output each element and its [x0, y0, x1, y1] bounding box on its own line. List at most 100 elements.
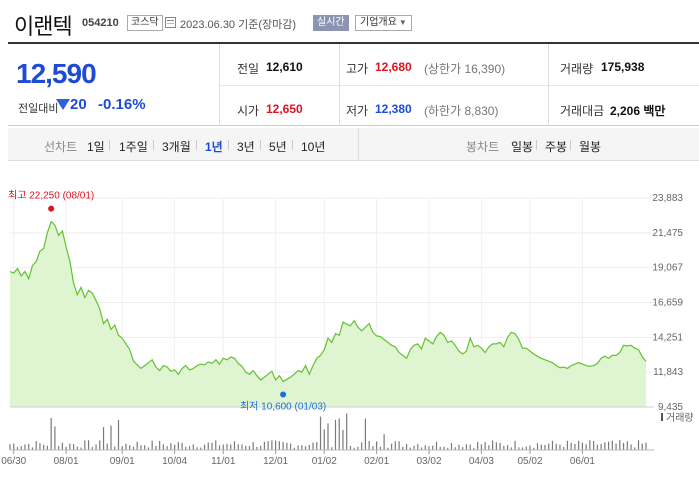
- volume-bar: [581, 442, 583, 450]
- period-1year[interactable]: 1년: [205, 140, 223, 154]
- change-value: 20: [70, 96, 87, 113]
- separator: [260, 140, 261, 150]
- volume-bar: [312, 442, 314, 450]
- y-tick-label: 11,843: [653, 367, 683, 378]
- volume-bar: [402, 446, 404, 450]
- volume-bar: [327, 423, 329, 450]
- volume-bar: [626, 441, 628, 450]
- volume-bar: [43, 444, 45, 450]
- period-3month[interactable]: 3개월: [162, 140, 191, 154]
- volume-bar: [353, 447, 355, 450]
- calendar-icon: [165, 17, 176, 28]
- volume-bar: [132, 446, 135, 450]
- volume-bar: [188, 446, 191, 450]
- period-3year[interactable]: 3년: [237, 140, 255, 154]
- y-tick-label: 23,883: [652, 193, 683, 204]
- volume-bar: [69, 443, 71, 450]
- volume-bar: [144, 445, 146, 450]
- volume-bar: [185, 446, 187, 450]
- volume-bar: [293, 447, 295, 450]
- volume-bar: [166, 446, 168, 450]
- volume-bar: [607, 441, 610, 450]
- volume-bar: [211, 442, 213, 450]
- volume-bar: [117, 420, 120, 450]
- volume-bar: [589, 440, 591, 450]
- low-value: 12,380: [375, 102, 412, 116]
- volume-bar: [488, 445, 490, 450]
- candle-weekly[interactable]: 주봉: [545, 140, 568, 154]
- price-line: [9, 220, 647, 383]
- y-tick-label: 9,435: [658, 402, 683, 413]
- separator: [153, 140, 154, 150]
- divider: [358, 128, 359, 161]
- volume-bar: [256, 446, 258, 450]
- current-price-cell: 12,590 전일대비 20 -0.16%: [8, 44, 220, 126]
- volume-bar: [159, 440, 161, 450]
- volume-bar: [196, 447, 198, 450]
- x-tick-label: 12/01: [263, 456, 288, 467]
- volume-legend-icon: [661, 413, 663, 421]
- volume-bar: [65, 446, 67, 450]
- volume-bar: [192, 444, 194, 450]
- separator: [109, 140, 110, 150]
- y-tick-label: 21,475: [652, 228, 683, 239]
- volume-bar: [641, 443, 643, 450]
- quote-summary: 12,590 전일대비 20 -0.16% 전일 12,610 고가 12,68…: [8, 42, 699, 126]
- stock-name: 이랜텍: [14, 15, 73, 40]
- volume-bar: [484, 442, 486, 450]
- low-label: 저가: [346, 104, 369, 118]
- volume-bar: [506, 445, 509, 450]
- volume-bar: [450, 443, 453, 450]
- period-10year[interactable]: 10년: [301, 140, 326, 154]
- volume-value: 175,938: [601, 60, 645, 74]
- volume-bar: [278, 441, 280, 450]
- prev-close-value: 12,610: [266, 60, 303, 74]
- volume-bar: [99, 440, 101, 450]
- period-5year[interactable]: 5년: [269, 140, 287, 154]
- upper-limit: (상한가 16,390): [424, 62, 506, 76]
- volume-bar: [525, 446, 527, 450]
- volume-bar: [342, 429, 344, 450]
- candle-monthly[interactable]: 월봉: [579, 140, 602, 154]
- volume-bar: [529, 445, 531, 450]
- volume-bar: [237, 444, 239, 450]
- volume-bar: [492, 440, 494, 450]
- volume-bar: [50, 417, 52, 450]
- volume-bar: [391, 443, 393, 450]
- price-chart[interactable]: 23,883 21,475 19,067 16,659 14,251 11,843 9,43…: [0, 180, 699, 482]
- volume-bar: [473, 447, 475, 450]
- x-tick-label: 11/01: [211, 456, 236, 467]
- volume-bar: [121, 446, 123, 450]
- lower-limit: (하한가 8,830): [424, 104, 499, 118]
- y-tick-label: 19,067: [652, 263, 683, 274]
- price-area: [10, 221, 646, 407]
- x-tick-label: 05/02: [518, 456, 543, 467]
- volume-bar: [518, 447, 520, 450]
- volume-bar: [645, 442, 647, 450]
- volume-bar: [435, 441, 438, 450]
- volume-bar: [574, 444, 576, 450]
- high-value: 12,680: [375, 60, 412, 74]
- period-1week[interactable]: 1주일: [119, 140, 148, 154]
- volume-bar: [58, 446, 60, 450]
- volume-bar: [604, 442, 606, 450]
- candle-daily[interactable]: 일봉: [511, 140, 534, 154]
- volume-bar: [84, 440, 86, 450]
- separator: [292, 140, 293, 150]
- volume-bar: [110, 425, 112, 450]
- volume-bar: [304, 446, 307, 450]
- volume-bar: [73, 444, 75, 450]
- volume-bar: [585, 444, 587, 450]
- volume-bar: [289, 443, 292, 450]
- volume-bar: [39, 443, 41, 450]
- volume-bar: [447, 447, 449, 450]
- volume-bar: [555, 443, 557, 450]
- realtime-button[interactable]: 실시간: [313, 15, 349, 31]
- volume-bar: [323, 429, 325, 450]
- volume-bar: [544, 444, 546, 450]
- volume-bar: [46, 445, 49, 450]
- period-1day[interactable]: 1일: [87, 140, 105, 154]
- volume-bar: [379, 446, 381, 450]
- volume-bar: [24, 444, 26, 450]
- company-overview-dropdown[interactable]: 기업개요 ▼: [355, 15, 412, 31]
